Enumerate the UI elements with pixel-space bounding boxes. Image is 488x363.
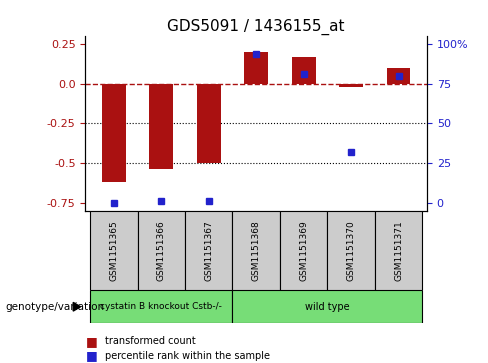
- Text: ■: ■: [85, 335, 97, 348]
- Bar: [232, 211, 280, 290]
- Text: GSM1151371: GSM1151371: [394, 220, 403, 281]
- Text: genotype/variation: genotype/variation: [5, 302, 104, 312]
- Bar: [90, 290, 232, 323]
- Bar: [232, 290, 422, 323]
- Bar: [339, 84, 363, 87]
- Text: GSM1151370: GSM1151370: [346, 220, 356, 281]
- Bar: [90, 211, 138, 290]
- Text: percentile rank within the sample: percentile rank within the sample: [105, 351, 270, 361]
- Bar: [386, 68, 410, 84]
- Bar: [138, 211, 185, 290]
- Bar: [185, 211, 232, 290]
- Text: GSM1151366: GSM1151366: [157, 220, 166, 281]
- Text: ■: ■: [85, 349, 97, 362]
- Bar: [149, 84, 173, 170]
- Bar: [292, 57, 316, 84]
- Text: wild type: wild type: [305, 302, 350, 312]
- Text: GSM1151367: GSM1151367: [204, 220, 213, 281]
- Bar: [280, 211, 327, 290]
- Polygon shape: [73, 302, 81, 311]
- Text: cystatin B knockout Cstb-/-: cystatin B knockout Cstb-/-: [101, 302, 222, 311]
- Bar: [327, 211, 375, 290]
- Bar: [375, 211, 422, 290]
- Bar: [244, 52, 268, 84]
- Title: GDS5091 / 1436155_at: GDS5091 / 1436155_at: [167, 19, 345, 35]
- Text: transformed count: transformed count: [105, 336, 196, 346]
- Bar: [102, 84, 126, 182]
- Bar: [197, 84, 221, 163]
- Text: GSM1151365: GSM1151365: [109, 220, 119, 281]
- Text: GSM1151368: GSM1151368: [252, 220, 261, 281]
- Text: GSM1151369: GSM1151369: [299, 220, 308, 281]
